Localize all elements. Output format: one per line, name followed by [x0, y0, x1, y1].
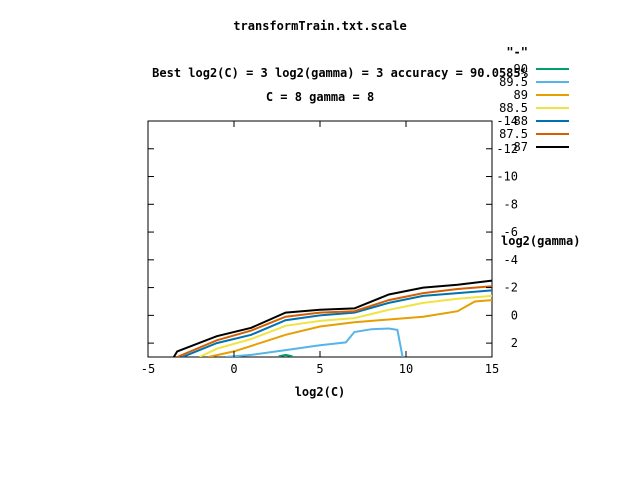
- x-tick-label: 5: [316, 362, 323, 376]
- legend-label: 87: [514, 140, 528, 154]
- legend-label: 87.5: [499, 127, 528, 141]
- legend-label: 89.5: [499, 75, 528, 89]
- y-tick-label: -6: [504, 225, 518, 239]
- x-axis-label: log2(C): [295, 385, 346, 399]
- series-line-1: [225, 327, 404, 357]
- series-line-5: [176, 285, 492, 357]
- series-layer: [172, 279, 492, 357]
- series-line-4: [182, 289, 492, 357]
- x-tick-label: 10: [399, 362, 413, 376]
- legend-label: 88.5: [499, 101, 528, 115]
- y-axis: -14 -12 -10 -8 -6 -4 -2 0 2: [148, 114, 518, 350]
- y-tick-label: 2: [511, 336, 518, 350]
- chart-subtitle-best: Best log2(C) = 3 log2(gamma) = 3 accurac…: [152, 66, 528, 80]
- chart-title: transformTrain.txt.scale: [233, 19, 406, 33]
- y-tick-label: -10: [496, 170, 518, 184]
- y-axis-label: log2(gamma): [501, 234, 580, 248]
- series-line-0: [278, 353, 293, 357]
- y-tick-label: -12: [496, 142, 518, 156]
- y-tick-label: -2: [504, 281, 518, 295]
- legend-title: "-": [506, 45, 528, 59]
- y-tick-label: -8: [504, 197, 518, 211]
- chart-subtitle-params: C = 8 gamma = 8: [266, 90, 374, 104]
- x-tick-label: -5: [141, 362, 155, 376]
- x-axis: -5 0 5 10 15: [141, 121, 499, 376]
- x-tick-label: 0: [230, 362, 237, 376]
- x-tick-label: 15: [485, 362, 499, 376]
- series-line-2: [207, 299, 492, 357]
- legend-label: 89: [514, 88, 528, 102]
- y-tick-label: -4: [504, 253, 518, 267]
- series-line-6: [172, 279, 492, 357]
- series-line-3: [199, 294, 492, 357]
- y-tick-label: -14: [496, 114, 518, 128]
- y-tick-label: 0: [511, 308, 518, 322]
- legend-label: 90: [514, 62, 528, 76]
- legend-label: 88: [514, 114, 528, 128]
